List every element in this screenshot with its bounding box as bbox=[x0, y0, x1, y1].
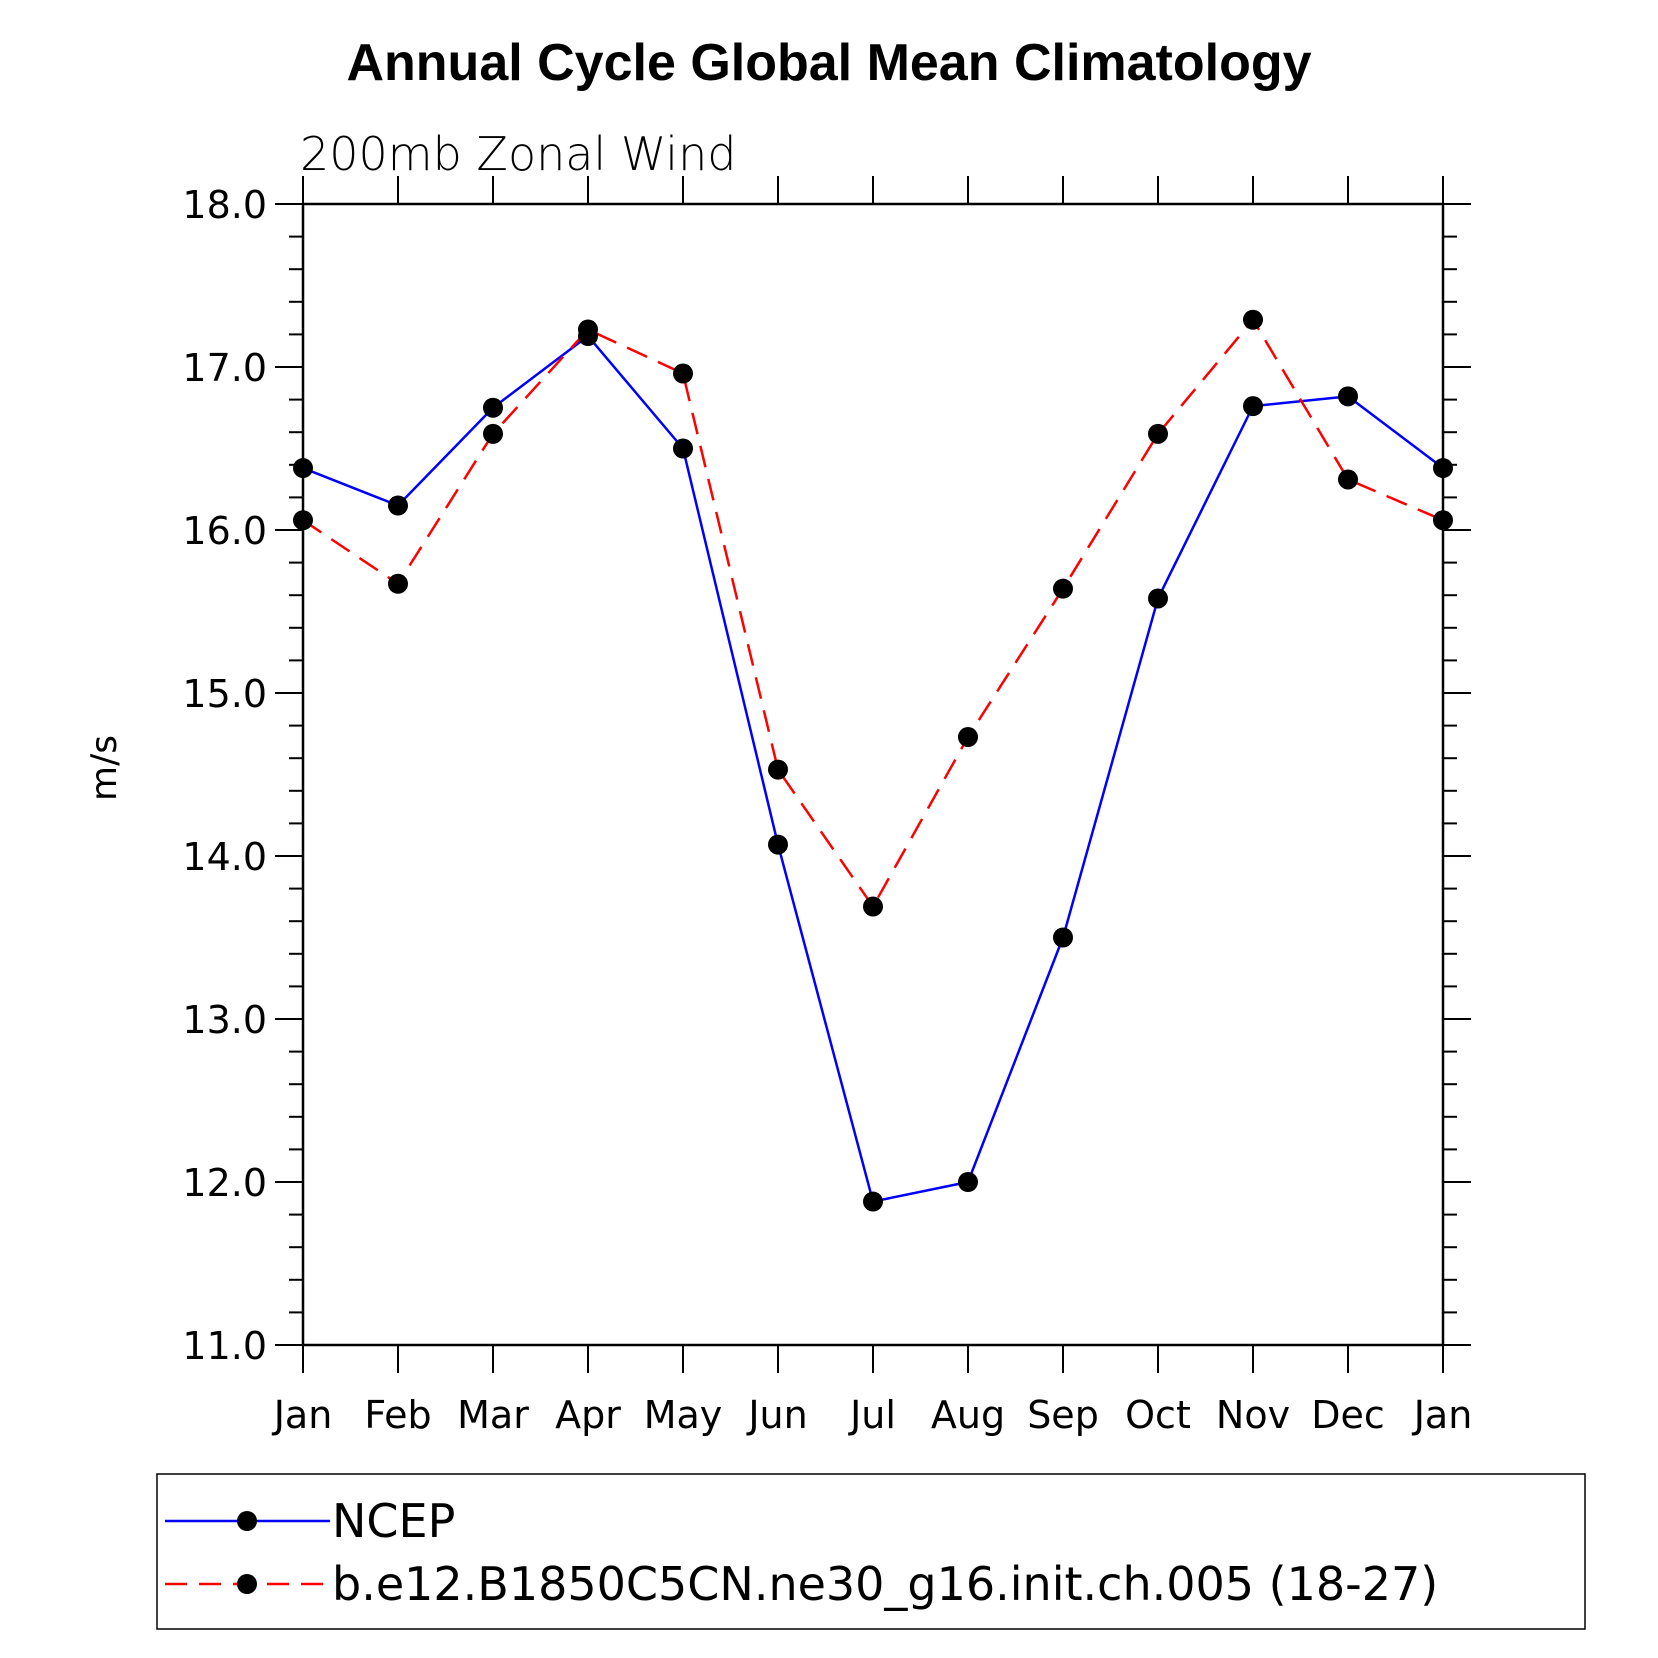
chart-title: Annual Cycle Global Mean Climatology bbox=[346, 34, 1311, 92]
data-point-ncep bbox=[1338, 386, 1358, 407]
legend-label-ncep: NCEP bbox=[332, 1494, 455, 1548]
x-tick-label: Feb bbox=[364, 1393, 431, 1437]
data-point-model bbox=[388, 573, 408, 594]
data-point-model bbox=[1433, 510, 1453, 531]
x-tick-label: Jan bbox=[1412, 1393, 1473, 1437]
y-tick-label: 18.0 bbox=[182, 183, 267, 227]
plot-series bbox=[293, 309, 1453, 1212]
y-tick-label: 11.0 bbox=[182, 1324, 267, 1368]
x-tick-label: Dec bbox=[1311, 1393, 1385, 1437]
y-tick-label: 15.0 bbox=[182, 672, 267, 716]
x-tick-label: Mar bbox=[457, 1393, 529, 1437]
data-point-ncep bbox=[1243, 396, 1263, 417]
data-point-ncep bbox=[863, 1191, 883, 1212]
x-tick-label: Nov bbox=[1216, 1393, 1290, 1437]
legend-box bbox=[156, 1473, 1586, 1630]
data-point-ncep bbox=[958, 1172, 978, 1192]
x-tick-label: Aug bbox=[931, 1393, 1005, 1437]
legend-marker-ncep bbox=[237, 1511, 257, 1531]
data-point-ncep bbox=[483, 397, 503, 418]
legend-label-model: b.e12.B1850C5CN.ne30_g16.init.ch.005 (18… bbox=[332, 1557, 1438, 1611]
y-axis-label: m/s bbox=[84, 735, 125, 801]
x-tick-label: May bbox=[644, 1393, 723, 1437]
data-point-model bbox=[768, 759, 788, 780]
x-tick-label: Sep bbox=[1027, 1393, 1099, 1437]
series-line-model bbox=[302, 318, 1444, 908]
data-point-ncep bbox=[673, 438, 693, 459]
data-point-model bbox=[483, 423, 503, 444]
legend-marker-model bbox=[237, 1574, 257, 1594]
y-tick-label: 12.0 bbox=[182, 1161, 267, 1205]
x-tick-label: Jul bbox=[848, 1393, 896, 1437]
data-point-model bbox=[1243, 309, 1263, 330]
data-point-ncep bbox=[768, 834, 788, 855]
data-point-ncep bbox=[1433, 458, 1453, 479]
data-point-model bbox=[1148, 423, 1168, 444]
y-tick-label: 13.0 bbox=[182, 998, 267, 1042]
x-tick-label: Jun bbox=[746, 1393, 807, 1437]
plot-frame bbox=[301, 202, 1445, 1347]
x-tick-label: Apr bbox=[555, 1393, 621, 1437]
data-point-model bbox=[293, 510, 313, 531]
data-point-ncep bbox=[1053, 927, 1073, 948]
x-tick-label: Oct bbox=[1125, 1393, 1191, 1437]
data-point-model bbox=[863, 896, 883, 917]
data-point-ncep bbox=[293, 458, 313, 479]
data-point-model bbox=[1053, 578, 1073, 599]
data-point-model bbox=[578, 319, 598, 340]
data-point-ncep bbox=[1148, 588, 1168, 609]
data-point-ncep bbox=[388, 495, 408, 516]
x-tick-label: Jan bbox=[272, 1393, 333, 1437]
data-point-model bbox=[958, 727, 978, 748]
legend: NCEP b.e12.B1850C5CN.ne30_g16.init.ch.00… bbox=[156, 1473, 1586, 1630]
y-tick-label: 14.0 bbox=[182, 835, 267, 879]
axes: 11.0 12.0 13.0 14.0 15.0 16.0 17.0 18.0 Jan Feb Ma… bbox=[182, 176, 1472, 1437]
data-point-model bbox=[673, 363, 693, 384]
y-tick-label: 16.0 bbox=[182, 509, 267, 553]
y-tick-label: 17.0 bbox=[182, 346, 267, 390]
chart-subtitle: 200mb Zonal Wind bbox=[300, 127, 736, 181]
data-point-model bbox=[1338, 469, 1358, 490]
